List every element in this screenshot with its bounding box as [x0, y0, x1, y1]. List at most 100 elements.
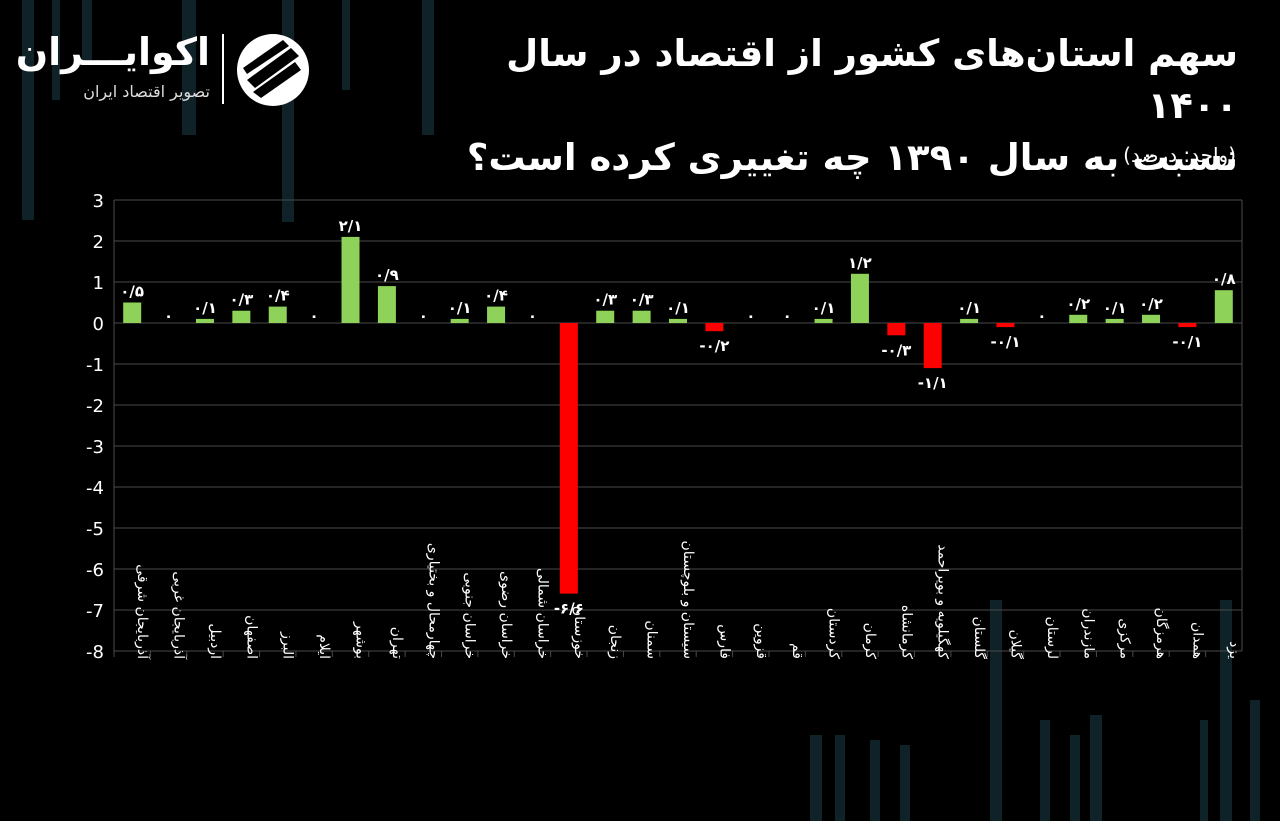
background-stripe: [870, 740, 880, 821]
x-tick-label-group: سیستان و بلوچستان: [680, 540, 696, 659]
x-tick-label: آذربایجان غربی: [171, 571, 188, 660]
bar: [1069, 314, 1088, 323]
x-tick-label: کهگیلویه و بویراحمد: [935, 544, 952, 659]
x-tick-label: مرکزی: [1117, 618, 1133, 659]
bar: [850, 273, 869, 323]
x-tick-label-group: ایلام: [316, 634, 332, 659]
x-tick-label-group: قم: [789, 643, 805, 659]
background-stripe: [1250, 700, 1260, 821]
y-tick-label: -7: [86, 601, 104, 622]
background-stripe: [1070, 735, 1080, 821]
x-tick-label: یزد: [1226, 641, 1242, 659]
data-label: ۰/۱: [957, 299, 981, 317]
x-tick-label: ایلام: [316, 634, 332, 659]
data-label: -۰/۳: [881, 341, 911, 359]
background-stripe: [82, 0, 92, 60]
data-label: ۱/۲: [848, 254, 872, 272]
x-tick-label: خراسان رضوی: [498, 571, 514, 659]
x-tick-label: فارس: [716, 624, 732, 659]
x-tick-label: گلستان: [971, 616, 988, 659]
y-tick-label: 2: [93, 232, 104, 253]
data-label: ۰/۴: [484, 287, 508, 305]
data-label: ۰/۵: [120, 283, 144, 301]
bar: [960, 318, 979, 323]
x-tick-label-group: سمنان: [644, 620, 660, 659]
data-label: ۰/۳: [229, 291, 253, 309]
x-tick-label-group: بوشهر: [353, 621, 369, 659]
x-tick-label-group: همدان: [1189, 622, 1205, 659]
background-stripe: [810, 735, 822, 821]
x-tick-label-group: کرمان: [862, 623, 878, 660]
bar: [1142, 314, 1161, 323]
bar: [232, 310, 251, 323]
y-tick-label: 0: [93, 314, 104, 335]
data-label: -۱/۱: [918, 374, 948, 392]
bar: [341, 236, 360, 323]
y-tick-label: -8: [86, 642, 104, 663]
x-tick-label-group: لرستان: [1044, 617, 1060, 660]
x-tick-label-group: قزوین: [753, 623, 769, 659]
x-tick-label: مازندران: [1080, 608, 1096, 659]
ecoiran-logo-icon: [237, 34, 309, 106]
x-tick-label-group: زنجان: [607, 625, 623, 659]
x-tick-label-group: گیلان: [1007, 629, 1024, 659]
x-tick-label: کرمان: [862, 623, 878, 660]
x-tick-label-group: آذربایجان شرقی: [134, 564, 151, 660]
y-tick-label: 3: [93, 191, 104, 212]
data-label: ۰/۸: [1212, 270, 1236, 288]
data-label: ۰/۴: [266, 287, 290, 305]
x-tick-label: چهارمحال و بختیاری: [425, 543, 441, 659]
bar: [632, 310, 651, 323]
x-tick-label: سمنان: [644, 620, 660, 659]
x-tick-label-group: فارس: [716, 624, 732, 659]
bar: [559, 323, 578, 594]
data-label: ۰: [528, 307, 537, 325]
background-stripe: [22, 0, 34, 220]
x-tick-label: همدان: [1189, 622, 1205, 659]
data-label: -۰/۱: [990, 333, 1020, 351]
data-label: ۰: [164, 307, 173, 325]
x-tick-label: هرمزگان: [1153, 607, 1170, 659]
x-tick-label-group: کردستان: [826, 608, 842, 659]
x-tick-label: خوزستان: [571, 606, 587, 659]
x-tick-label: کرمانشاه: [898, 605, 914, 659]
bar: [923, 323, 942, 369]
bar: [996, 323, 1015, 328]
data-label: ۰: [419, 307, 428, 325]
data-label: ۰/۱: [812, 299, 836, 317]
data-label: -۰/۱: [1172, 333, 1202, 351]
data-label: -۶/۶: [554, 600, 584, 618]
background-stripe: [342, 0, 350, 90]
background-stripe: [835, 735, 845, 821]
background-stripe: [182, 0, 196, 135]
x-tick-label-group: خراسان شمالی: [534, 568, 550, 659]
x-tick-label: آذربایجان شرقی: [134, 564, 151, 660]
x-tick-label: خراسان جنوبی: [462, 572, 478, 659]
data-label: ۰/۱: [666, 299, 690, 317]
background-stripe: [1200, 720, 1208, 821]
chart-title: سهم استان‌های کشور از اقتصاد در سال ۱۴۰۰…: [418, 28, 1238, 184]
x-tick-label: البرز: [280, 631, 296, 659]
x-tick-label: کردستان: [826, 608, 842, 659]
x-tick-label-group: هرمزگان: [1153, 607, 1170, 659]
bar: [377, 286, 396, 323]
data-label: ۰/۱: [1103, 299, 1127, 317]
x-tick-label-group: مرکزی: [1117, 618, 1133, 659]
data-label: ۰/۹: [375, 266, 399, 284]
background-stripe: [422, 0, 434, 135]
background-stripe: [52, 0, 60, 100]
data-label: ۰/۱: [448, 299, 472, 317]
x-tick-label: قم: [789, 643, 805, 659]
background-stripe: [1040, 720, 1050, 821]
x-tick-label-group: خوزستان: [571, 606, 587, 659]
data-label: -۰/۲: [699, 337, 729, 355]
y-tick-label: -3: [86, 437, 104, 458]
y-tick-label: -2: [86, 396, 104, 417]
x-tick-label: تهران: [389, 627, 405, 659]
data-label: ۰: [783, 307, 792, 325]
x-tick-label-group: اردبیل: [207, 623, 223, 659]
bar: [887, 323, 906, 336]
background-stripe: [1220, 600, 1232, 821]
logo: اکوایـــران تصویر اقتصاد ایران: [16, 30, 320, 110]
